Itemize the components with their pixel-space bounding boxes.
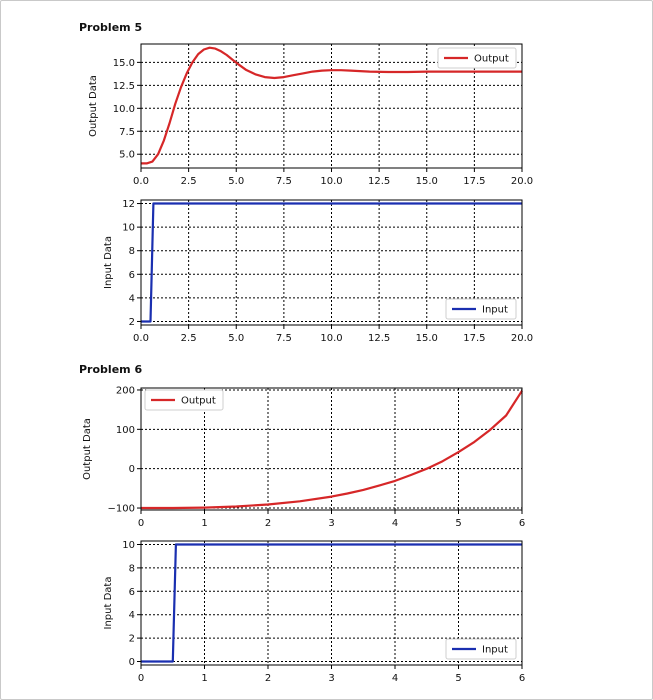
y-axis-label: Input Data <box>103 236 114 289</box>
x-tick-label: 0.0 <box>133 176 149 187</box>
legend: Input <box>445 298 517 320</box>
legend-box <box>144 389 224 411</box>
x-tick-label: 6 <box>519 673 525 684</box>
y-tick-label: 0 <box>129 657 135 668</box>
y-tick-label: 10 <box>122 223 135 234</box>
y-tick-label: 8 <box>129 246 135 257</box>
series-line-input <box>141 202 522 323</box>
x-tick-label: 5.0 <box>228 176 244 187</box>
legend-box <box>437 47 517 69</box>
x-tick-label: 1 <box>201 673 207 684</box>
x-tick-label: 3 <box>328 673 334 684</box>
y-tick-label: 6 <box>129 270 135 281</box>
legend-label: Output <box>181 396 216 407</box>
x-tick-label: 12.5 <box>368 176 390 187</box>
x-tick-label: 5.0 <box>228 333 244 344</box>
x-tick-label: 20.0 <box>511 333 533 344</box>
chart-p5-output: 0.0 2.5 5.0 7.5 10.0 12.5 15.0 17.5 20.0 5.0 7.5 10… <box>88 43 533 187</box>
x-tick-label: 2 <box>265 518 271 529</box>
x-tick-label: 10.0 <box>320 333 342 344</box>
x-tick-label: 6 <box>519 518 525 529</box>
y-axis-label: Output Data <box>82 418 93 480</box>
y-tick-label: 2 <box>129 317 135 328</box>
chart-p6-input: 0 1 2 3 4 5 6 0 2 4 6 8 10 Input Data Input <box>103 540 525 684</box>
y-tick-label: −100 <box>108 504 135 515</box>
y-tick-label: 12 <box>122 199 135 210</box>
y-tick-label: 7.5 <box>119 127 135 138</box>
x-tick-label: 15.0 <box>416 176 438 187</box>
y-tick-label: 12.5 <box>113 81 135 92</box>
x-tick-label: 15.0 <box>416 333 438 344</box>
x-tick-label: 0 <box>138 673 144 684</box>
x-tick-label: 17.5 <box>463 333 485 344</box>
problem-6-heading: Problem 6 <box>79 363 143 376</box>
y-tick-label: 100 <box>116 425 135 436</box>
y-axis-label: Input Data <box>103 577 114 630</box>
x-tick-label: 3 <box>328 518 334 529</box>
series-line-input <box>141 543 522 663</box>
x-tick-label: 7.5 <box>276 333 292 344</box>
x-tick-label: 1 <box>201 518 207 529</box>
y-tick-label: 15.0 <box>113 58 135 69</box>
y-tick-label: 5.0 <box>119 150 135 161</box>
chart-p5-input: 0.0 2.5 5.0 7.5 10.0 12.5 15.0 17.5 20.0 2 4 6 8 10 12… <box>103 199 533 344</box>
x-tick-label: 5 <box>455 518 461 529</box>
y-tick-label: 6 <box>129 587 135 598</box>
legend-label: Output <box>474 54 509 65</box>
y-tick-label: 2 <box>129 634 135 645</box>
x-tick-label: 4 <box>392 673 398 684</box>
y-axis-label: Output Data <box>88 75 99 137</box>
legend-label: Input <box>482 305 508 316</box>
legend-box <box>445 298 517 320</box>
series-line-output <box>141 46 522 165</box>
problem-5-heading: Problem 5 <box>79 21 143 34</box>
x-tick-label: 2.5 <box>181 176 197 187</box>
x-tick-label: 2.5 <box>181 333 197 344</box>
x-tick-label: 0 <box>138 518 144 529</box>
x-tick-label: 5 <box>455 673 461 684</box>
x-tick-label: 17.5 <box>463 176 485 187</box>
legend: Output <box>144 389 224 411</box>
y-tick-label: 0 <box>129 464 135 475</box>
x-tick-label: 2 <box>265 673 271 684</box>
y-tick-label: 10.0 <box>113 104 135 115</box>
x-tick-label: 10.0 <box>320 176 342 187</box>
y-tick-label: 8 <box>129 563 135 574</box>
legend-box <box>445 638 517 660</box>
legend: Input <box>445 638 517 660</box>
series-line-output <box>141 390 523 510</box>
x-tick-label: 12.5 <box>368 333 390 344</box>
y-tick-label: 200 <box>116 385 135 396</box>
y-tick-label: 4 <box>129 293 135 304</box>
legend-label: Input <box>482 645 508 656</box>
x-tick-label: 0.0 <box>133 333 149 344</box>
y-tick-label: 4 <box>129 610 135 621</box>
x-tick-label: 7.5 <box>276 176 292 187</box>
y-tick-label: 10 <box>122 540 135 551</box>
legend: Output <box>437 47 517 69</box>
x-tick-label: 20.0 <box>511 176 533 187</box>
x-tick-label: 4 <box>392 518 398 529</box>
